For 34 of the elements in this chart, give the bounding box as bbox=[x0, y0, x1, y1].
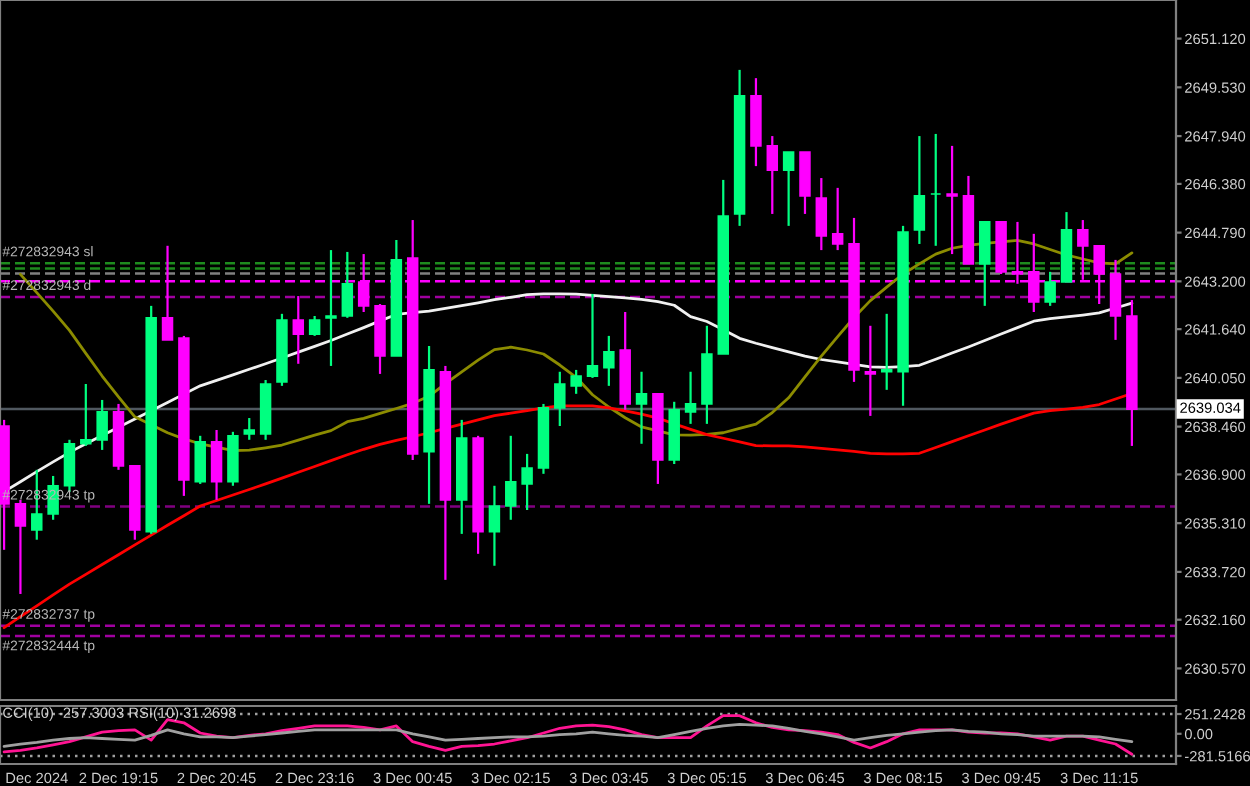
candlestick bbox=[292, 294, 305, 365]
candlestick bbox=[325, 248, 337, 368]
candlestick bbox=[210, 428, 223, 501]
candlestick bbox=[96, 398, 108, 452]
candlestick bbox=[946, 144, 958, 256]
candlestick bbox=[227, 430, 239, 487]
candlestick bbox=[308, 314, 321, 338]
candlestick bbox=[929, 132, 942, 247]
candlestick bbox=[341, 250, 354, 319]
candlestick bbox=[570, 368, 582, 395]
candlestick bbox=[880, 312, 893, 391]
candlestick bbox=[603, 334, 615, 387]
candlestick bbox=[80, 382, 92, 448]
candlestick bbox=[766, 134, 779, 216]
candlestick bbox=[505, 434, 517, 521]
candlestick bbox=[1044, 270, 1056, 307]
candlestick bbox=[194, 434, 206, 486]
candlestick bbox=[488, 484, 501, 567]
candlestick bbox=[684, 370, 697, 425]
candlestick bbox=[554, 370, 566, 428]
candlestick bbox=[14, 498, 27, 596]
candlestick bbox=[635, 370, 648, 445]
candlestick bbox=[979, 220, 991, 307]
candlestick bbox=[864, 324, 877, 417]
candlestick bbox=[1109, 258, 1122, 341]
candlestick bbox=[913, 134, 926, 246]
candlestick bbox=[243, 416, 255, 441]
candlestick bbox=[815, 176, 828, 252]
line-series bbox=[2, 722, 1134, 748]
candlestick bbox=[782, 150, 795, 227]
candlestick bbox=[799, 150, 811, 216]
candlestick bbox=[521, 452, 533, 512]
candlestick bbox=[831, 186, 844, 252]
candlestick bbox=[586, 292, 599, 379]
